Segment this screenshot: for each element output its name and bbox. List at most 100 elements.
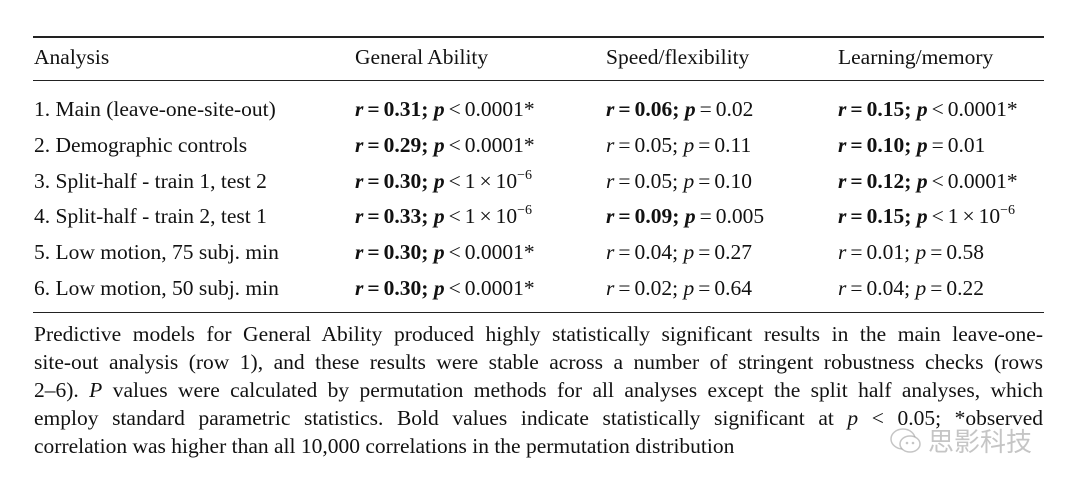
p-exponent: −6 xyxy=(1000,203,1015,218)
p-symbol: p xyxy=(683,276,695,300)
r-value: 0.12 xyxy=(866,169,905,193)
table-row: 6. Low motion, 50 subj. min r = 0.30; p <0.0… xyxy=(0,276,1080,306)
p-value: 1 xyxy=(464,169,476,193)
p-value: 0.0001 xyxy=(464,97,524,121)
cell-value: r = 0.02; p xyxy=(606,276,694,300)
header-analysis: Analysis xyxy=(34,45,110,69)
p-value: 0.10 xyxy=(714,169,753,193)
r-value: 0.33 xyxy=(383,204,422,228)
r-value: 0.30 xyxy=(383,169,422,193)
result-cell: r = 0.05; p = 0.11 xyxy=(606,133,751,158)
table-header-rule xyxy=(33,80,1044,81)
p-operator: < xyxy=(448,133,461,157)
r-symbol: r xyxy=(838,169,847,193)
r-value: 0.10 xyxy=(866,133,905,157)
r-symbol: r xyxy=(355,240,364,264)
r-value: 0.30 xyxy=(383,276,422,300)
cell-value: r = 0.06; p xyxy=(606,97,696,121)
p-symbol: p xyxy=(916,204,928,228)
p-value: 0.0001 xyxy=(464,240,524,264)
caption-text: site-out analysis (row 1), and these res… xyxy=(34,350,1043,374)
p-operator: = xyxy=(699,204,712,228)
table-caption: Predictive models for General Ability pr… xyxy=(34,320,1043,460)
separator: ; xyxy=(672,169,679,193)
cell-value: r = 0.05; p xyxy=(606,169,694,193)
p-symbol: p xyxy=(683,133,695,157)
p-value: 0.01 xyxy=(947,133,986,157)
caption-line: correlation was higher than all 10,000 c… xyxy=(34,432,1043,460)
watermark: 思影科技 xyxy=(888,422,1032,459)
equals-sign: = xyxy=(367,204,380,228)
p-value: 0.27 xyxy=(714,240,753,264)
equals-sign: = xyxy=(367,169,380,193)
p-operator: = xyxy=(698,133,711,157)
caption-text: values were calculated by permutation me… xyxy=(102,378,1043,402)
cell-value: r = 0.30; p xyxy=(355,276,445,300)
r-symbol: r xyxy=(606,240,615,264)
r-symbol: r xyxy=(606,97,615,121)
watermark-text: 思影科技 xyxy=(928,428,1033,458)
equals-sign: = xyxy=(850,133,863,157)
row-label: 5. Low motion, 75 subj. min xyxy=(34,240,279,264)
r-symbol: r xyxy=(838,204,847,228)
p-symbol: p xyxy=(433,169,445,193)
cell-value: r = 0.04; p xyxy=(838,276,926,300)
cell-value: r = 0.31; p xyxy=(355,97,445,121)
p-value: 0.58 xyxy=(946,240,985,264)
equals-sign: = xyxy=(367,276,380,300)
significance-star: * xyxy=(523,240,535,264)
equals-sign: = xyxy=(618,240,631,264)
result-cell: r = 0.15; p <1 × 10−6 xyxy=(838,204,1015,229)
result-cell: r = 0.04; p = 0.27 xyxy=(606,240,752,265)
p-operator: < xyxy=(931,169,944,193)
cell-value: r = 0.04; p xyxy=(606,240,694,264)
header-speed-flexibility: Speed/flexibility xyxy=(606,45,750,69)
significance-star: * xyxy=(523,97,535,121)
table-row: 5. Low motion, 75 subj. min r = 0.30; p <0.0… xyxy=(0,240,1080,270)
table-bottom-rule xyxy=(33,312,1044,313)
p-symbol: p xyxy=(684,204,696,228)
significance-star: * xyxy=(523,133,535,157)
r-symbol: r xyxy=(838,97,847,121)
r-value: 0.02 xyxy=(634,276,673,300)
wechat-icon xyxy=(890,427,921,453)
equals-sign: = xyxy=(618,276,631,300)
p-symbol: p xyxy=(433,204,445,228)
equals-sign: = xyxy=(850,169,863,193)
p-operator: = xyxy=(930,240,943,264)
r-symbol: r xyxy=(838,240,847,264)
equals-sign: = xyxy=(367,97,380,121)
p-exponent: −6 xyxy=(517,168,532,183)
equals-sign: = xyxy=(367,240,380,264)
caption-text: P xyxy=(89,378,103,402)
caption-text: < 0.05; *observed xyxy=(858,406,1043,430)
cell-value: r = 0.12; p xyxy=(838,169,928,193)
caption-text: employ standard parametric statistics. B… xyxy=(34,406,848,430)
p-operator: < xyxy=(448,204,461,228)
result-cell: r = 0.02; p = 0.64 xyxy=(606,276,752,301)
r-value: 0.15 xyxy=(866,97,905,121)
r-symbol: r xyxy=(355,169,364,193)
r-value: 0.04 xyxy=(634,240,673,264)
p-value: 1 xyxy=(947,204,959,228)
caption-text: correlation was higher than all 10,000 c… xyxy=(34,434,735,458)
r-value: 0.05 xyxy=(634,169,673,193)
r-value: 0.04 xyxy=(866,276,905,300)
separator: ; xyxy=(421,204,429,228)
caption-text: 2–6). xyxy=(34,378,90,402)
cell-value: r = 0.33; p xyxy=(355,204,445,228)
separator: ; xyxy=(672,276,679,300)
p-value: 0.0001 xyxy=(464,276,524,300)
result-cell: r = 0.06; p = 0.02 xyxy=(606,97,753,122)
p-operator: < xyxy=(931,97,944,121)
r-value: 0.30 xyxy=(383,240,422,264)
table-row: 1. Main (leave-one-site-out) r = 0.31; p <0.… xyxy=(0,97,1080,127)
r-value: 0.01 xyxy=(866,240,905,264)
table-row: 3. Split-half - train 1, test 2 r = 0.30; p… xyxy=(0,169,1080,199)
table-row: 2. Demographic controls r = 0.29; p <0.0001*… xyxy=(0,133,1080,163)
p-symbol: p xyxy=(684,97,696,121)
r-symbol: r xyxy=(606,276,615,300)
r-symbol: r xyxy=(606,204,615,228)
significance-star: * xyxy=(1006,169,1018,193)
result-cell: r = 0.30; p <0.0001* xyxy=(355,276,535,301)
